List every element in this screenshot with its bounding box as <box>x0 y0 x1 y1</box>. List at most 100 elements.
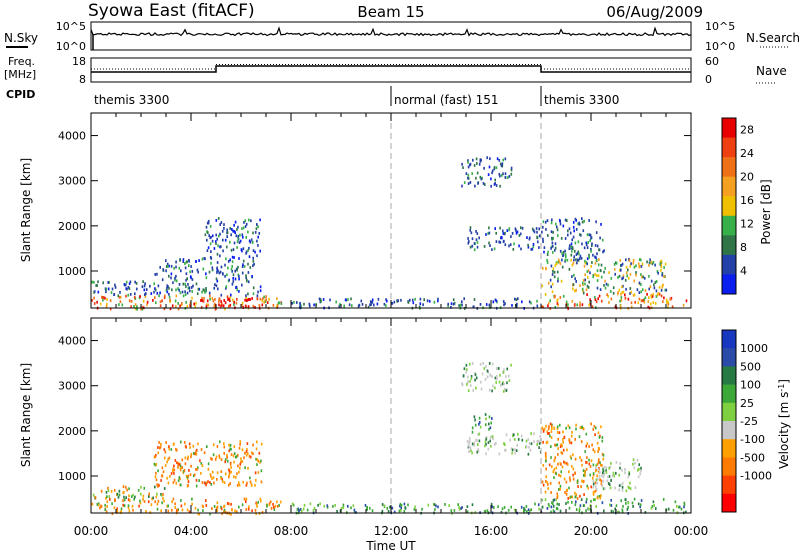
velocity-cell <box>238 483 241 487</box>
power-y-tick-label: 1000 <box>58 265 86 278</box>
velocity-cell <box>542 440 544 444</box>
power-cell <box>557 234 559 237</box>
velocity-cell <box>621 510 624 514</box>
velocity-cell <box>148 495 150 498</box>
power-cell <box>467 159 469 162</box>
station-title: Syowa East (fitACF) <box>88 1 255 21</box>
power-cell <box>211 296 214 300</box>
power-cell <box>231 255 234 259</box>
velocity-cell <box>585 444 588 448</box>
velocity-cell <box>603 509 605 513</box>
power-cell <box>249 240 252 244</box>
power-cell <box>572 235 575 239</box>
velocity-cell <box>291 502 294 506</box>
velocity-cell <box>139 499 141 503</box>
velocity-cell <box>215 506 218 510</box>
velocity-cell <box>237 481 240 485</box>
velocity-cell <box>216 478 218 481</box>
power-cell <box>581 287 584 291</box>
power-cell <box>393 300 396 304</box>
velocity-cell <box>91 502 94 506</box>
velocity-cell <box>475 386 477 390</box>
power-cell <box>259 297 262 301</box>
power-cell <box>197 287 200 291</box>
power-cell <box>96 284 98 287</box>
power-cell <box>557 260 560 264</box>
power-cell <box>582 289 584 293</box>
velocity-cell <box>183 469 186 472</box>
velocity-cell <box>516 443 518 447</box>
power-cell <box>576 261 578 265</box>
power-cell <box>621 262 624 266</box>
power-cell <box>259 289 262 293</box>
power-cell <box>154 296 156 299</box>
velocity-cell <box>466 510 469 514</box>
velocity-cell <box>199 459 201 463</box>
noise-right-label: N.Search <box>746 31 800 45</box>
velocity-cell <box>116 509 119 513</box>
power-cell <box>564 258 567 262</box>
power-cell <box>174 278 176 282</box>
power-cell <box>226 295 229 299</box>
power-cell <box>257 290 259 294</box>
velocity-cell <box>546 440 549 444</box>
velocity-cell <box>609 486 612 490</box>
power-cell <box>588 219 590 222</box>
power-cell <box>504 302 506 305</box>
power-cell <box>124 283 127 287</box>
velocity-cell <box>683 501 686 505</box>
velocity-cell <box>551 424 553 428</box>
velocity-cell <box>174 502 176 506</box>
velocity-cell <box>633 466 636 470</box>
velocity-cell <box>530 432 532 435</box>
velocity-cell <box>578 507 581 510</box>
power-cell <box>600 275 603 279</box>
velocity-cell <box>218 456 221 460</box>
power-cell <box>126 287 128 291</box>
velocity-cell <box>625 489 628 493</box>
velocity-cell <box>633 497 636 501</box>
power-cell <box>248 255 251 259</box>
power-cell <box>468 240 470 243</box>
velocity-cell <box>465 363 468 367</box>
velocity-cell <box>469 379 471 383</box>
power-cell <box>232 280 235 283</box>
velocity-cell <box>272 503 274 506</box>
velocity-cell <box>238 470 240 474</box>
power-cell <box>208 270 211 274</box>
velocity-cell <box>556 502 559 506</box>
power-cell <box>200 299 202 302</box>
velocity-cell <box>511 448 514 452</box>
velocity-cell <box>228 483 230 487</box>
power-cell <box>612 286 615 290</box>
velocity-cell <box>599 496 602 500</box>
power-cell <box>508 244 510 248</box>
velocity-cell <box>460 507 462 510</box>
power-cell <box>214 283 216 286</box>
power-cell <box>627 297 630 301</box>
velocity-cell <box>590 422 592 426</box>
velocity-cell <box>562 438 564 441</box>
velocity-cell <box>478 422 480 426</box>
power-cell <box>588 253 590 257</box>
power-cell <box>335 300 337 304</box>
velocity-cell <box>544 490 547 494</box>
velocity-colorbar-tick-label: -100 <box>740 433 765 446</box>
power-cell <box>299 301 301 305</box>
velocity-cell <box>560 451 563 454</box>
power-cell <box>223 299 225 302</box>
power-cell <box>467 237 469 240</box>
velocity-cell <box>489 436 492 439</box>
velocity-cell <box>467 375 469 379</box>
velocity-colorbar-tick-label: -25 <box>740 415 758 428</box>
power-cell <box>105 290 107 294</box>
velocity-cell <box>195 468 197 471</box>
velocity-cell <box>588 445 590 448</box>
velocity-cell <box>495 381 497 384</box>
power-cell <box>240 248 243 251</box>
velocity-cell <box>306 508 309 512</box>
power-cell <box>185 301 187 304</box>
power-cell <box>256 297 259 300</box>
power-cell <box>554 305 557 309</box>
power-cell <box>386 299 388 303</box>
